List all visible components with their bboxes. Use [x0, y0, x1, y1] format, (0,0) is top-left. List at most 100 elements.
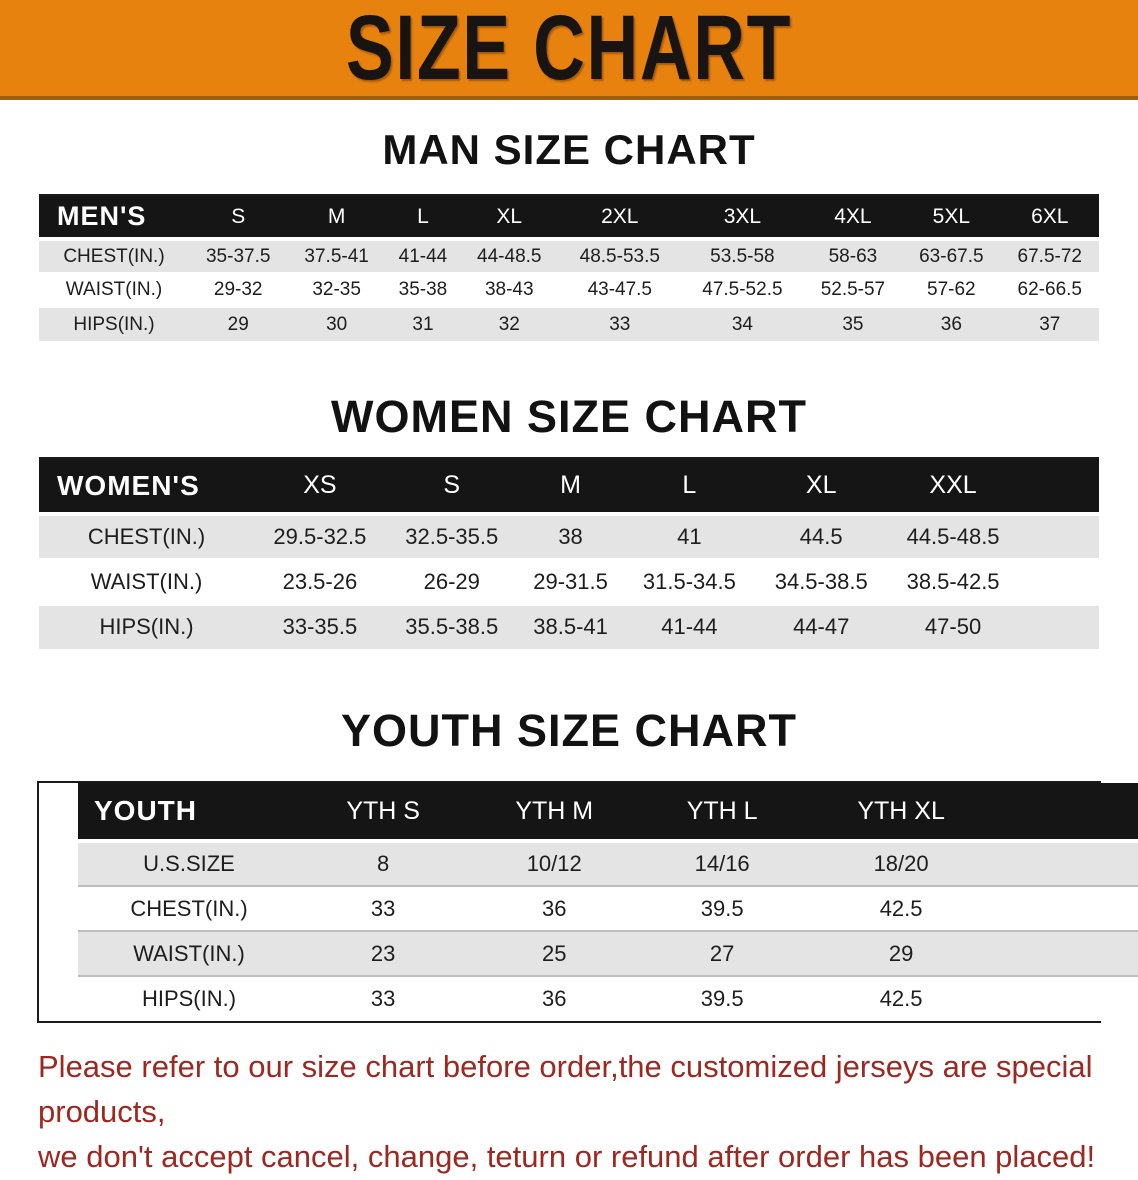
- cell: 29-31.5: [517, 557, 624, 604]
- row-label: HIPS(IN.): [78, 975, 300, 1021]
- cell: 44-48.5: [460, 238, 559, 273]
- cell: 43-47.5: [558, 272, 682, 307]
- youth-size-table: YOUTH YTH S YTH M YTH L YTH XL U.S.SIZE …: [78, 783, 1138, 1021]
- cell: 31.5-34.5: [623, 557, 756, 604]
- cell: 57-62: [902, 272, 1001, 307]
- women-section-title: WOMEN SIZE CHART: [331, 391, 807, 442]
- cell-spacer: [1019, 557, 1099, 604]
- men-size-header: 2XL: [558, 195, 682, 241]
- cell: 67.5-72: [1000, 238, 1099, 273]
- youth-section-title: YOUTH SIZE CHART: [340, 705, 797, 756]
- row-label: CHEST(IN.): [39, 238, 189, 273]
- cell: 63-67.5: [902, 238, 1001, 273]
- cell: 48.5-53.5: [558, 238, 682, 273]
- disclaimer-line-2: we don't accept cancel, change, teturn o…: [38, 1138, 1096, 1174]
- women-header-row: WOMEN'S XS S M L XL XXL: [39, 458, 1099, 516]
- cell: 42.5: [802, 885, 1000, 931]
- women-size-table: WOMEN'S XS S M L XL XXL CHEST(IN.) 29.5-…: [39, 457, 1099, 649]
- cell: 36: [902, 306, 1001, 341]
- cell: 35-38: [385, 272, 461, 307]
- cell: 33: [558, 306, 682, 341]
- cell: 25: [466, 930, 643, 976]
- cell: 32: [460, 306, 559, 341]
- cell: 38: [517, 512, 624, 559]
- men-size-header: L: [385, 195, 461, 241]
- cell-spacer: [1000, 975, 1138, 1021]
- table-row: WAIST(IN.) 23 25 27 29: [78, 930, 1138, 976]
- cell: 29: [189, 306, 288, 341]
- women-size-header: M: [517, 458, 624, 516]
- cell: 27: [642, 930, 803, 976]
- youth-size-header: YTH XL: [802, 783, 1000, 843]
- women-size-header: S: [385, 458, 518, 516]
- women-size-header: XS: [254, 458, 386, 516]
- cell: 41-44: [385, 238, 461, 273]
- men-size-header: 3XL: [681, 195, 804, 241]
- men-header-row: MEN'S S M L XL 2XL 3XL 4XL 5XL 6XL: [39, 195, 1099, 241]
- table-row: CHEST(IN.) 33 36 39.5 42.5: [78, 885, 1138, 931]
- men-size-table: MEN'S S M L XL 2XL 3XL 4XL 5XL 6XL CHEST…: [39, 194, 1099, 341]
- cell: 52.5-57: [803, 272, 903, 307]
- cell: 37: [1000, 306, 1099, 341]
- header-spacer: [1000, 783, 1138, 843]
- youth-table-label: YOUTH: [78, 783, 300, 843]
- table-row: CHEST(IN.) 29.5-32.5 32.5-35.5 38 41 44.…: [39, 512, 1099, 559]
- youth-table-border: YOUTH YTH S YTH M YTH L YTH XL U.S.SIZE …: [37, 781, 1138, 1023]
- cell: 42.5: [802, 975, 1000, 1021]
- cell: 39.5: [642, 885, 803, 931]
- row-label: HIPS(IN.): [39, 306, 189, 341]
- cell: 8: [300, 840, 467, 886]
- row-label: U.S.SIZE: [78, 840, 300, 886]
- row-label: WAIST(IN.): [39, 557, 254, 604]
- cell: 38.5-42.5: [887, 557, 1019, 604]
- cell: 39.5: [642, 975, 803, 1021]
- cell-spacer: [1019, 602, 1099, 649]
- cell: 38-43: [460, 272, 559, 307]
- cell: 33: [300, 975, 467, 1021]
- cell: 58-63: [803, 238, 903, 273]
- cell: 47-50: [887, 602, 1019, 649]
- row-label: CHEST(IN.): [39, 512, 254, 559]
- men-size-header: 6XL: [1000, 195, 1099, 241]
- disclaimer-text: Please refer to our size chart before or…: [38, 1045, 1118, 1180]
- row-label: HIPS(IN.): [39, 602, 254, 649]
- cell-spacer: [1000, 840, 1138, 886]
- cell: 23: [300, 930, 467, 976]
- women-size-header: L: [623, 458, 756, 516]
- cell-spacer: [1000, 930, 1138, 976]
- banner: SIZE CHART: [0, 0, 1138, 100]
- table-row: HIPS(IN.) 29 30 31 32 33 34 35 36 37: [39, 306, 1099, 341]
- men-size-header: S: [189, 195, 288, 241]
- row-label: WAIST(IN.): [39, 272, 189, 307]
- youth-header-row: YOUTH YTH S YTH M YTH L YTH XL: [78, 783, 1138, 843]
- cell: 23.5-26: [254, 557, 386, 604]
- cell: 33: [300, 885, 467, 931]
- cell: 41: [623, 512, 756, 559]
- men-table-label: MEN'S: [39, 195, 189, 241]
- cell: 18/20: [802, 840, 1000, 886]
- youth-size-header: YTH S: [300, 783, 467, 843]
- cell: 35-37.5: [189, 238, 288, 273]
- cell: 34: [681, 306, 804, 341]
- cell: 47.5-52.5: [681, 272, 804, 307]
- row-label: WAIST(IN.): [78, 930, 300, 976]
- cell: 29-32: [189, 272, 288, 307]
- cell: 44.5: [755, 512, 888, 559]
- cell: 32-35: [287, 272, 386, 307]
- table-row: HIPS(IN.) 33-35.5 35.5-38.5 38.5-41 41-4…: [39, 602, 1099, 649]
- cell: 32.5-35.5: [385, 512, 518, 559]
- cell: 36: [466, 975, 643, 1021]
- men-size-header: 4XL: [803, 195, 903, 241]
- men-section-title: MAN SIZE CHART: [382, 126, 756, 173]
- cell: 44-47: [755, 602, 888, 649]
- cell: 35: [803, 306, 903, 341]
- cell: 10/12: [466, 840, 643, 886]
- cell-spacer: [1000, 885, 1138, 931]
- cell: 53.5-58: [681, 238, 804, 273]
- cell: 14/16: [642, 840, 803, 886]
- table-row: WAIST(IN.) 29-32 32-35 35-38 38-43 43-47…: [39, 272, 1099, 307]
- disclaimer-line-1: Please refer to our size chart before or…: [38, 1049, 1093, 1129]
- cell-spacer: [1019, 512, 1099, 559]
- cell: 30: [287, 306, 386, 341]
- table-row: U.S.SIZE 8 10/12 14/16 18/20: [78, 840, 1138, 886]
